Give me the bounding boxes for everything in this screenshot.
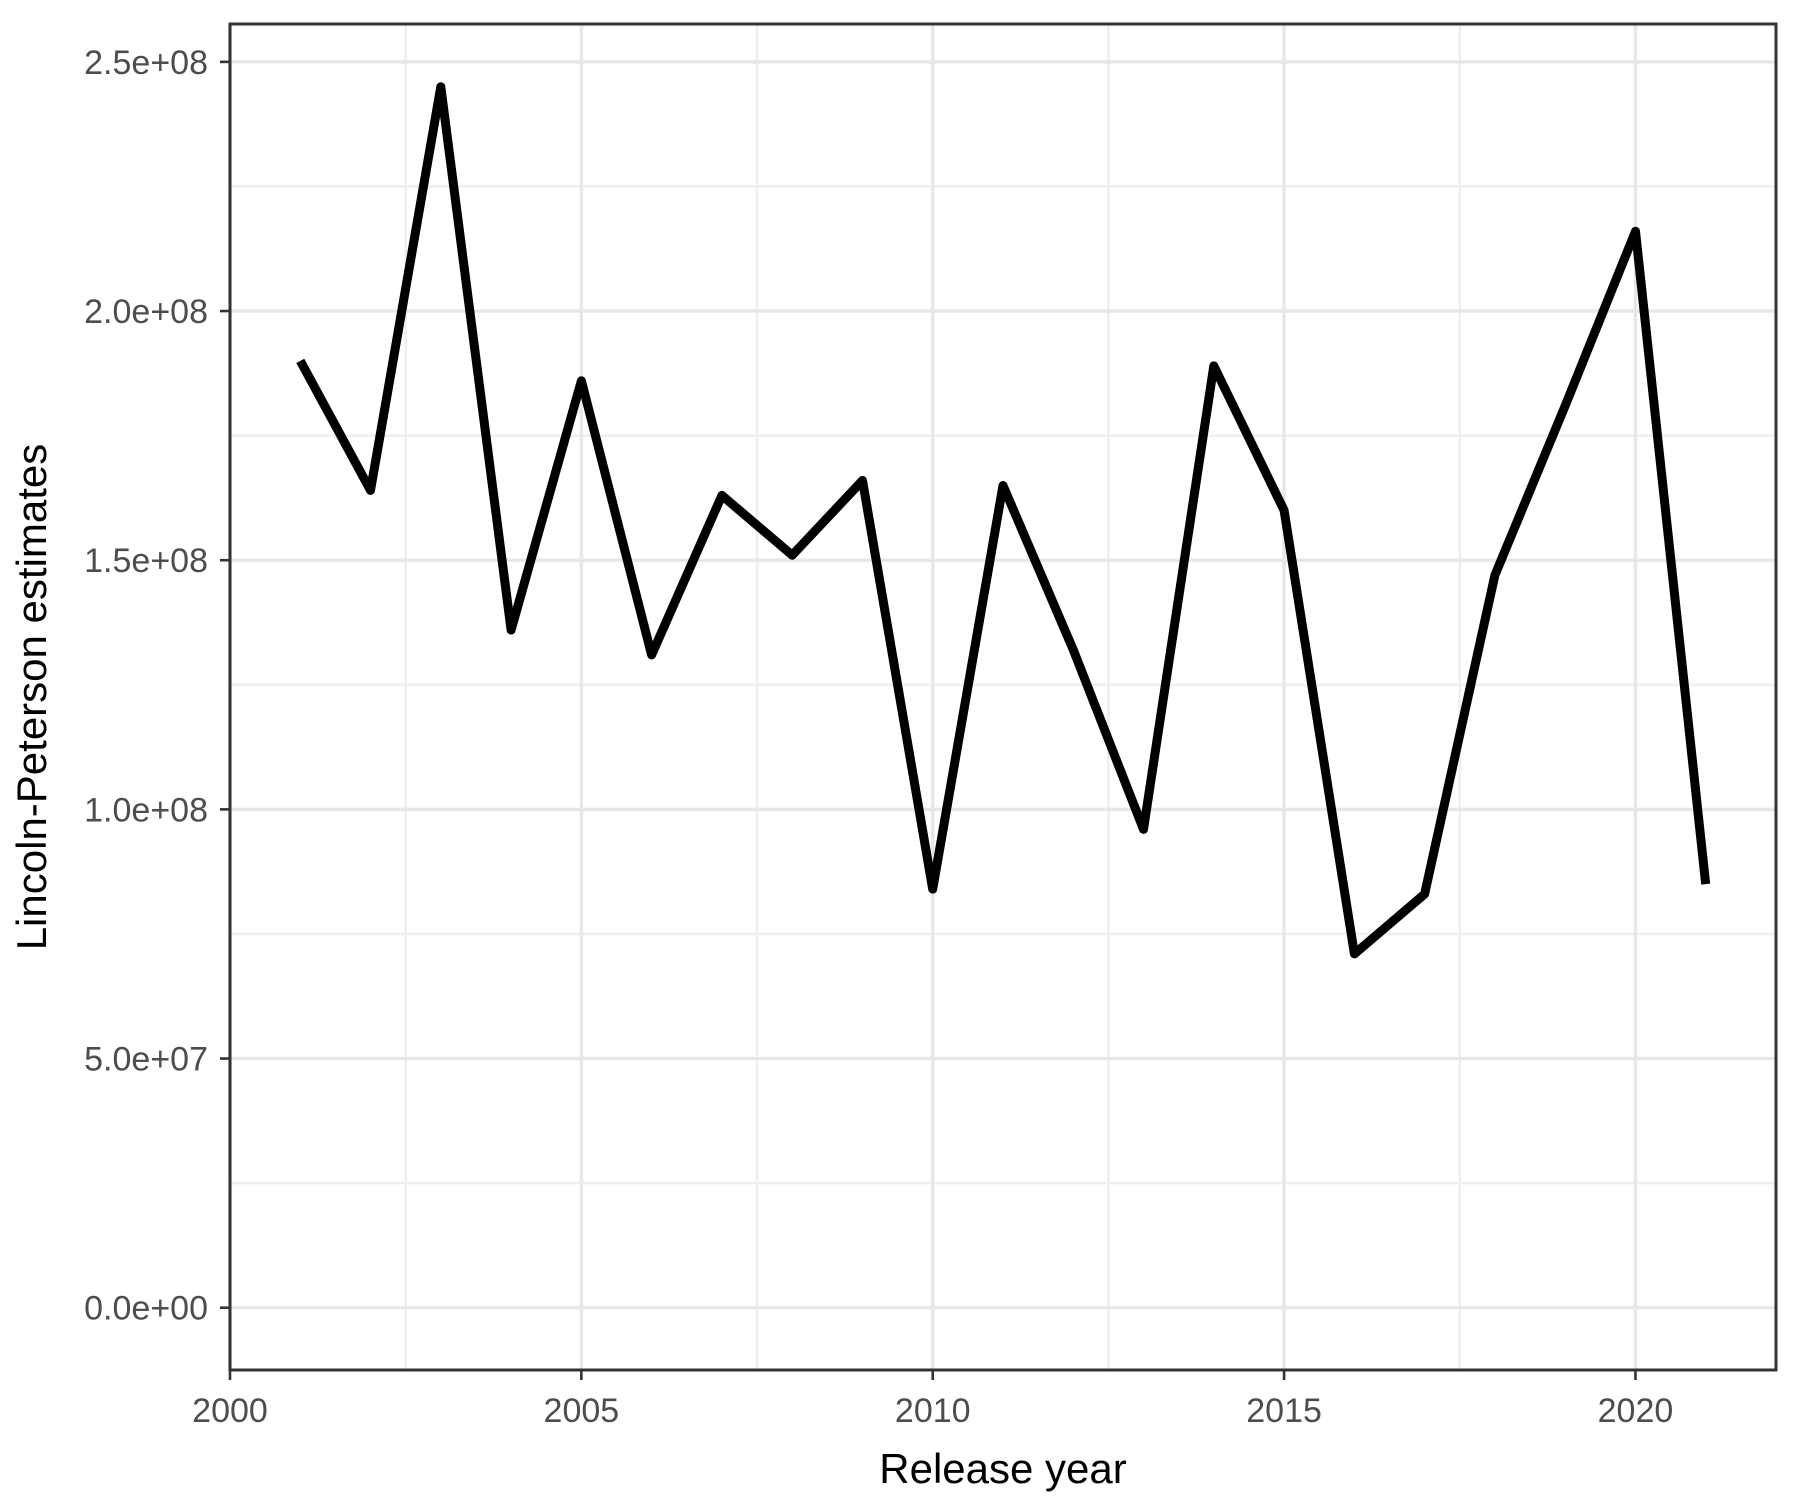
data-series-layer [296, 82, 1711, 959]
x-axis-tick-label: 2015 [1246, 1392, 1322, 1430]
x-axis-tick-label: 2010 [895, 1392, 971, 1430]
x-axis-tick-label: 2020 [1598, 1392, 1674, 1430]
panel-frame-layer [228, 22, 1778, 1372]
y-axis-tick-label: 2.0e+08 [84, 293, 208, 331]
axis-ticks-layer [220, 60, 1637, 1380]
y-axis-tick-label: 0.0e+00 [84, 1290, 208, 1328]
y-axis-tick-label: 2.5e+08 [84, 44, 208, 82]
y-axis-tick-label: 1.0e+08 [84, 791, 208, 829]
y-axis-tick-label: 1.5e+08 [84, 542, 208, 580]
axis-tick-labels-layer: 2000 2005 2010 2015 2020 0.0e+00 5.0e+07 1.0e+0… [84, 44, 1673, 1430]
estimates-line [296, 82, 1711, 959]
panel-border [228, 22, 1778, 1372]
y-axis-tick-label: 5.0e+07 [84, 1041, 208, 1079]
gridlines-layer [228, 24, 1776, 1370]
x-axis-tick-label: 2005 [544, 1392, 620, 1430]
y-axis-title: Lincoln-Peterson estimates [8, 444, 55, 951]
x-axis-title: Release year [879, 1445, 1126, 1492]
x-axis-tick-label: 2000 [192, 1392, 268, 1430]
